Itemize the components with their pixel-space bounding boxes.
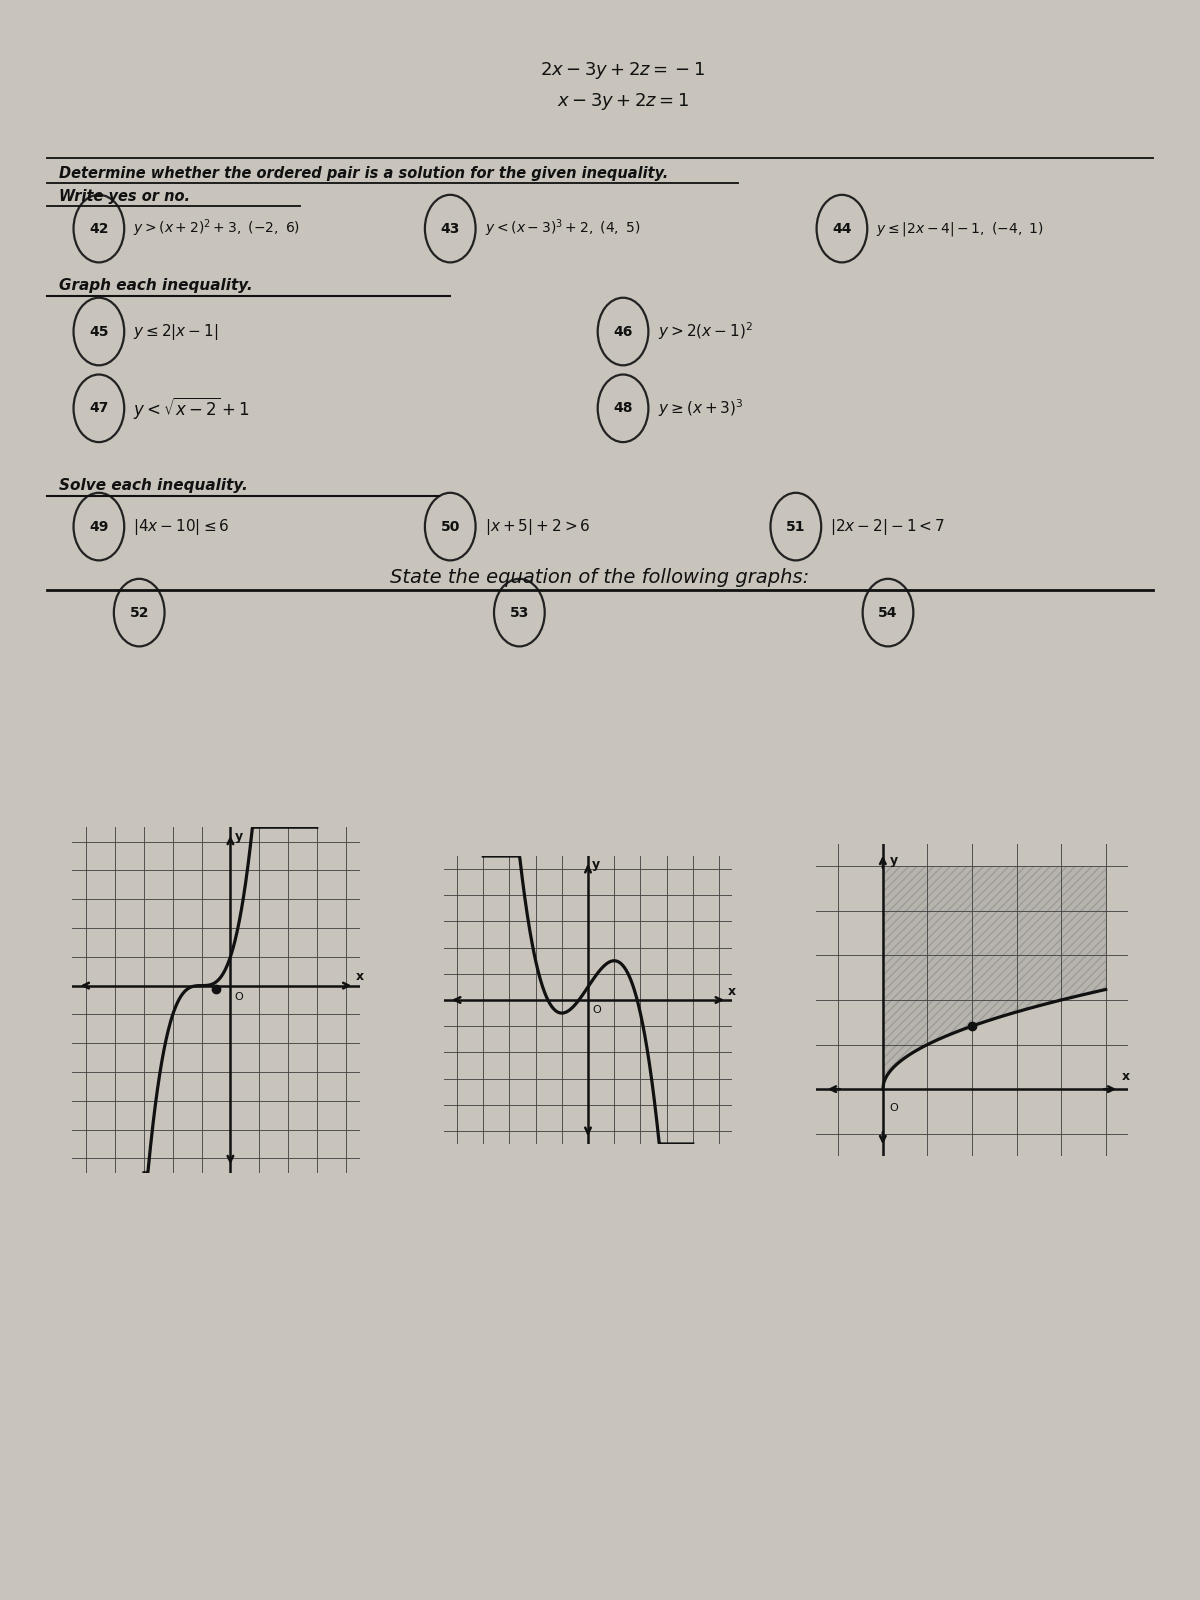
Text: x: x [728, 984, 736, 998]
Text: Solve each inequality.: Solve each inequality. [59, 478, 247, 493]
Text: $y > 2(x-1)^2$: $y > 2(x-1)^2$ [658, 320, 752, 342]
Text: $|2x-2|-1<7$: $|2x-2|-1<7$ [830, 517, 946, 536]
Text: 49: 49 [89, 520, 108, 533]
Text: $y \leq |2x-4|-1,\ (-4,\ 1)$: $y \leq |2x-4|-1,\ (-4,\ 1)$ [876, 219, 1044, 238]
Text: y: y [592, 858, 600, 870]
Text: 50: 50 [440, 520, 460, 533]
Text: $y > (x+2)^2 + 3,\ (-2,\ 6)$: $y > (x+2)^2 + 3,\ (-2,\ 6)$ [133, 218, 301, 240]
Text: 46: 46 [613, 325, 632, 339]
Text: 42: 42 [89, 222, 109, 235]
Text: $y \leq 2|x-1|$: $y \leq 2|x-1|$ [133, 322, 218, 341]
Text: Graph each inequality.: Graph each inequality. [59, 278, 252, 293]
Text: 45: 45 [89, 325, 109, 339]
Text: 52: 52 [130, 606, 149, 619]
Text: 48: 48 [613, 402, 632, 416]
Text: $x - 3y + 2z = 1$: $x - 3y + 2z = 1$ [557, 91, 689, 112]
Text: Write yes or no.: Write yes or no. [59, 189, 190, 203]
Text: 44: 44 [832, 222, 852, 235]
Text: State the equation of the following graphs:: State the equation of the following grap… [390, 568, 810, 587]
Text: $y \geq (x+3)^3$: $y \geq (x+3)^3$ [658, 397, 743, 419]
Text: 51: 51 [786, 520, 805, 533]
Text: 54: 54 [878, 606, 898, 619]
Text: O: O [235, 992, 244, 1002]
Text: y: y [889, 854, 898, 867]
Text: y: y [235, 830, 242, 843]
Text: 47: 47 [89, 402, 108, 416]
Text: 43: 43 [440, 222, 460, 235]
Text: Determine whether the ordered pair is a solution for the given inequality.: Determine whether the ordered pair is a … [59, 166, 668, 181]
Text: O: O [592, 1005, 601, 1014]
Text: x: x [355, 970, 364, 982]
Text: $|4x-10| \leq 6$: $|4x-10| \leq 6$ [133, 517, 230, 536]
Text: $|x+5|+2>6$: $|x+5|+2>6$ [485, 517, 590, 536]
Text: O: O [889, 1104, 899, 1114]
Text: $y < \sqrt{x-2}+1$: $y < \sqrt{x-2}+1$ [133, 395, 251, 421]
Text: x: x [1121, 1070, 1129, 1083]
Text: $2x - 3y + 2z = -1$: $2x - 3y + 2z = -1$ [540, 59, 706, 82]
Text: $y < (x-3)^3 + 2,\ (4,\ 5)$: $y < (x-3)^3 + 2,\ (4,\ 5)$ [485, 218, 641, 240]
Text: 53: 53 [510, 606, 529, 619]
